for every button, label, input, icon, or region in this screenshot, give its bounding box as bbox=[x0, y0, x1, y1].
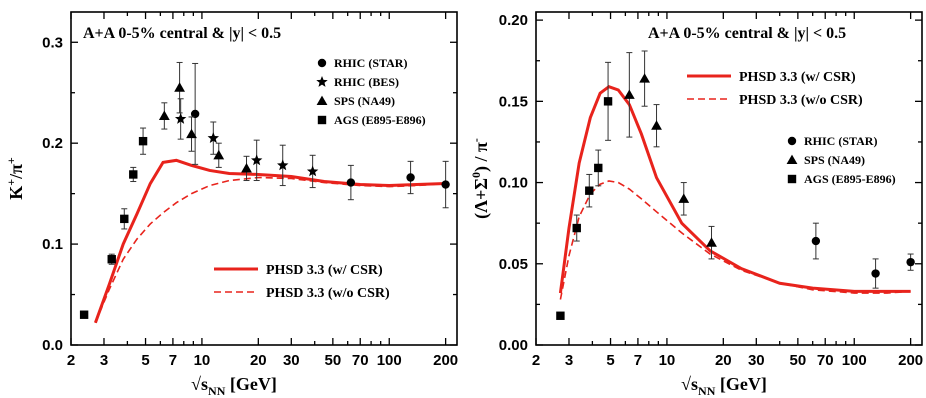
data-point-star bbox=[174, 112, 187, 124]
x-tick-label: 30 bbox=[748, 352, 765, 369]
data-point-star bbox=[207, 132, 219, 143]
x-tick-label: 20 bbox=[250, 352, 267, 369]
x-tick-label: 2 bbox=[67, 352, 75, 369]
data-point-square bbox=[138, 136, 148, 146]
data-point-square bbox=[585, 186, 594, 195]
legend-entry: SPS (NA49) bbox=[334, 94, 395, 108]
data-point-triangle bbox=[174, 82, 186, 92]
legend-entry: PHSD 3.3 (w/ CSR) bbox=[739, 70, 856, 85]
series-line-without-csr bbox=[559, 180, 911, 300]
legend-marker-triangle bbox=[786, 154, 798, 165]
y-tick-label: 0.20 bbox=[499, 12, 528, 29]
data-point-circle bbox=[190, 109, 200, 119]
legend-entry: PHSD 3.3 (w/o CSR) bbox=[266, 286, 390, 301]
x-axis-label: √sNN [GeV] bbox=[191, 374, 277, 398]
y-tick-label: 0.1 bbox=[42, 236, 63, 253]
data-point-square bbox=[594, 163, 603, 173]
legend-marker-star bbox=[316, 76, 328, 87]
plot-frame bbox=[70, 11, 458, 346]
chart-title: A+A 0-5% central & |y| < 0.5 bbox=[83, 25, 281, 42]
x-tick-label: 50 bbox=[325, 352, 342, 369]
data-point-star bbox=[250, 154, 263, 166]
data-point-star bbox=[277, 159, 289, 171]
y-tick-label: 0.2 bbox=[42, 135, 63, 152]
x-axis-label: √sNN [GeV] bbox=[681, 374, 767, 398]
x-tick-label: 3 bbox=[100, 352, 108, 369]
y-tick-label: 0.0 bbox=[42, 337, 63, 354]
x-tick-label: 200 bbox=[898, 352, 923, 369]
y-tick-label: 0.15 bbox=[499, 93, 528, 110]
data-point-circle bbox=[406, 173, 415, 182]
data-point-square bbox=[572, 223, 581, 233]
x-tick-label: 100 bbox=[842, 352, 867, 369]
y-tick-label: 0.3 bbox=[42, 34, 63, 51]
y-axis-label: K+/π+ bbox=[4, 157, 26, 200]
x-tick-label: 70 bbox=[817, 352, 834, 369]
legend-entry: AGS (E895-E896) bbox=[804, 172, 896, 186]
chart-title: A+A 0-5% central & |y| < 0.5 bbox=[648, 25, 846, 42]
data-point-square bbox=[79, 310, 89, 319]
y-axis-label: (Λ+Σ0) / π- bbox=[469, 138, 492, 219]
data-point-triangle bbox=[241, 163, 252, 173]
data-point-triangle bbox=[639, 73, 651, 83]
x-tick-label: 7 bbox=[634, 352, 642, 369]
data-point-triangle bbox=[651, 120, 662, 130]
series-line-without-csr bbox=[94, 176, 446, 324]
legend-entry: SPS (NA49) bbox=[804, 153, 865, 167]
x-tick-label: 2 bbox=[532, 352, 540, 369]
legend-marker-square bbox=[317, 115, 327, 125]
data-point-square bbox=[107, 255, 116, 264]
y-tick-label: 0.05 bbox=[499, 256, 528, 273]
x-tick-label: 3 bbox=[565, 352, 573, 369]
legend-marker-triangle bbox=[316, 95, 328, 106]
data-point-square bbox=[120, 214, 129, 224]
legend-marker-circle bbox=[317, 58, 327, 68]
x-tick-label: 10 bbox=[659, 352, 676, 369]
data-point-circle bbox=[906, 257, 915, 267]
legend-entry: PHSD 3.3 (w/o CSR) bbox=[739, 93, 863, 108]
data-point-triangle bbox=[186, 128, 197, 139]
data-point-star bbox=[306, 165, 319, 177]
legend-entry: RHIC (STAR) bbox=[804, 134, 877, 148]
legend-entry: RHIC (STAR) bbox=[334, 56, 407, 70]
x-tick-label: 5 bbox=[141, 352, 149, 369]
x-tick-label: 30 bbox=[283, 352, 300, 369]
legend-marker-circle bbox=[787, 136, 797, 146]
x-tick-label: 20 bbox=[715, 352, 732, 369]
data-point-square bbox=[556, 311, 565, 320]
data-point-circle bbox=[811, 236, 821, 246]
data-point-circle bbox=[441, 180, 450, 189]
data-point-triangle bbox=[158, 110, 170, 120]
x-tick-label: 10 bbox=[194, 352, 211, 369]
x-tick-label: 50 bbox=[790, 352, 807, 369]
legend-entry: PHSD 3.3 (w/ CSR) bbox=[266, 263, 383, 278]
y-tick-label: 0.10 bbox=[499, 175, 528, 192]
data-point-triangle bbox=[213, 149, 225, 160]
plot-frame bbox=[535, 11, 923, 346]
data-point-triangle bbox=[623, 89, 635, 99]
panel-right: 2 3 5 7 10 20 30 50 70 100 200 0.00 0.05 0.10 0.15 0.20… bbox=[469, 11, 923, 398]
x-tick-label: 100 bbox=[377, 352, 402, 369]
legend-entry: RHIC (BES) bbox=[334, 75, 399, 89]
data-point-square bbox=[129, 170, 138, 179]
legend-marker-square bbox=[787, 174, 797, 184]
x-tick-label: 70 bbox=[352, 352, 369, 369]
x-tick-label: 7 bbox=[169, 352, 177, 369]
x-tick-label: 5 bbox=[606, 352, 614, 369]
data-point-triangle bbox=[706, 237, 717, 247]
data-point-square bbox=[603, 97, 613, 106]
panel-left: 2 3 5 7 10 20 30 50 70 100 200 0.0 0.1 0.2 0.3 A+A 0-5%… bbox=[4, 11, 458, 398]
x-tick-label: 200 bbox=[433, 352, 458, 369]
series-line-with-csr bbox=[93, 158, 446, 324]
data-point-triangle bbox=[678, 193, 690, 203]
legend-entry: AGS (E895-E896) bbox=[334, 113, 426, 127]
series-line-with-csr bbox=[558, 85, 911, 294]
y-tick-label: 0.00 bbox=[499, 337, 528, 354]
data-point-circle bbox=[346, 178, 356, 187]
data-point-circle bbox=[871, 269, 880, 278]
